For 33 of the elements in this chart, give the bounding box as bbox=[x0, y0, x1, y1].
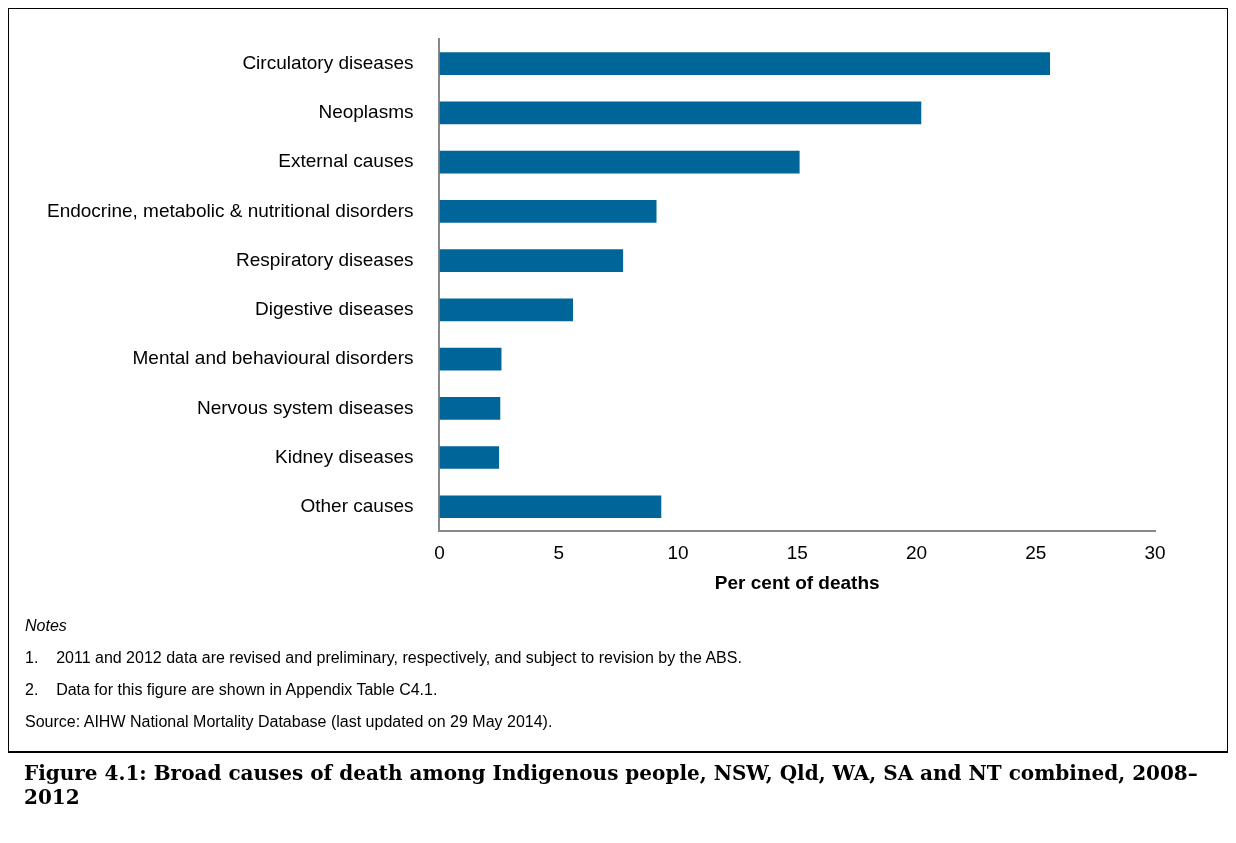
y-tick-label: External causes bbox=[278, 150, 414, 172]
bar bbox=[439, 495, 662, 519]
y-tick-label: Endocrine, metabolic & nutritional disorders bbox=[47, 199, 414, 221]
text: 2. Data for this figure are shown in Appendix Table C4.1. bbox=[25, 681, 439, 699]
bar bbox=[439, 52, 1051, 75]
bar bbox=[439, 200, 657, 223]
x-tick-label: 5 bbox=[553, 542, 565, 564]
y-tick-label: Kidney diseases bbox=[275, 445, 414, 467]
x-tick-label: 25 bbox=[1025, 542, 1047, 564]
source-note: Source: AIHW National Mortality Database (last updated on 29 May 2014). bbox=[25, 713, 554, 731]
y-tick-label: Nervous system diseases bbox=[197, 396, 414, 418]
bar bbox=[439, 446, 500, 469]
x-tick-label: 30 bbox=[1144, 542, 1166, 564]
bar bbox=[439, 249, 624, 272]
x-axis-title: Per cent of deaths bbox=[714, 571, 880, 593]
bar bbox=[439, 298, 574, 322]
x-tick-label: 20 bbox=[905, 542, 928, 564]
text: 1. 2011 and 2012 data are revised and preliminary, respectively, and subject to revision by the ABS. bbox=[25, 649, 743, 667]
text: Figure 4.1: Broad causes of death among Indigenous people, NSW, Qld, WA, SA and NT combined, 2008–2012 bbox=[8, 751, 1228, 817]
y-tick-label: Other causes bbox=[300, 495, 414, 517]
x-tick-label: 15 bbox=[786, 542, 808, 564]
y-tick-label: Neoplasms bbox=[318, 101, 414, 123]
y-tick-label: Circulatory diseases bbox=[242, 51, 414, 73]
bar bbox=[439, 347, 502, 371]
text: Notes bbox=[25, 617, 68, 635]
y-tick-label: Digestive diseases bbox=[255, 298, 414, 320]
y-tick-label: Mental and behavioural disorders bbox=[132, 347, 414, 369]
bar bbox=[439, 150, 800, 174]
x-tick-label: 0 bbox=[434, 542, 445, 564]
bar bbox=[439, 396, 501, 420]
bar bbox=[439, 101, 922, 125]
y-tick-label: Respiratory diseases bbox=[236, 248, 414, 270]
x-tick-label: 10 bbox=[667, 542, 689, 564]
